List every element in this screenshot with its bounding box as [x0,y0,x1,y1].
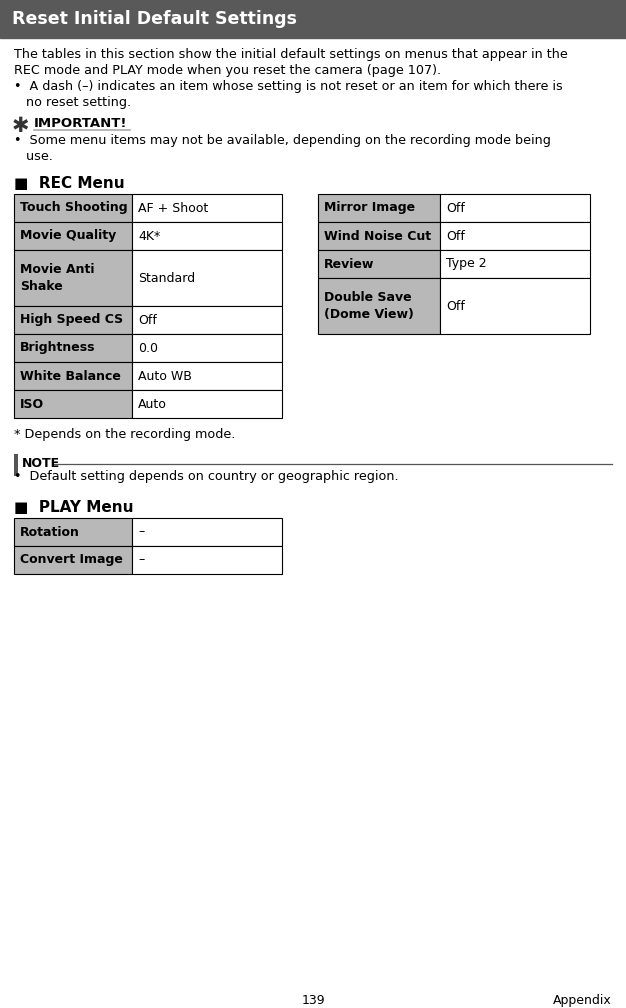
Text: AF + Shoot: AF + Shoot [138,202,208,215]
Bar [14,250,132,306]
Bar [132,362,282,390]
Bar [132,546,282,574]
Text: Off: Off [446,230,465,243]
Bar [14,222,132,250]
Bar [318,250,440,278]
Bar [132,194,282,222]
Bar [132,222,282,250]
Text: 0.0: 0.0 [138,342,158,355]
Bar [440,194,590,222]
Bar [440,250,590,278]
Text: High Speed CS: High Speed CS [20,313,123,327]
Bar [318,222,440,250]
Text: 4K*: 4K* [138,230,160,243]
Bar [440,222,590,250]
Bar [14,334,132,362]
Text: Auto: Auto [138,397,167,410]
Bar [132,250,282,306]
Text: Movie Quality: Movie Quality [20,230,116,243]
Bar [318,278,440,334]
Text: Brightness: Brightness [20,342,96,355]
Text: no reset setting.: no reset setting. [14,96,131,109]
Text: Touch Shooting: Touch Shooting [20,202,128,215]
Text: The tables in this section show the initial default settings on menus that appea: The tables in this section show the init… [14,48,568,61]
Text: * Depends on the recording mode.: * Depends on the recording mode. [14,428,235,442]
Bar [14,518,132,546]
Bar [14,362,132,390]
Text: ✱: ✱ [12,116,29,136]
Text: IMPORTANT!: IMPORTANT! [34,117,128,130]
Text: •  A dash (–) indicates an item whose setting is not reset or an item for which : • A dash (–) indicates an item whose set… [14,80,563,93]
Text: Rotation: Rotation [20,525,80,538]
Text: ■  PLAY Menu: ■ PLAY Menu [14,500,133,515]
Bar [14,194,132,222]
Bar [0,0,626,38]
Text: Off: Off [446,299,465,312]
Bar [14,306,132,334]
Text: –: – [138,525,144,538]
Text: REC mode and PLAY mode when you reset the camera (page 107).: REC mode and PLAY mode when you reset th… [14,64,441,77]
Text: NOTE: NOTE [22,457,60,470]
Text: •  Default setting depends on country or geographic region.: • Default setting depends on country or … [14,470,399,483]
Bar [14,390,132,418]
Text: Type 2: Type 2 [446,257,486,270]
Bar [132,306,282,334]
Bar [132,518,282,546]
Text: ISO: ISO [20,397,44,410]
Bar [440,278,590,334]
Text: –: – [138,553,144,566]
Text: use.: use. [14,150,53,163]
Text: ■  REC Menu: ■ REC Menu [14,176,125,191]
Text: Off: Off [138,313,157,327]
Bar [14,454,18,476]
Text: Movie Anti
Shake: Movie Anti Shake [20,263,95,293]
Text: Wind Noise Cut: Wind Noise Cut [324,230,431,243]
Text: Review: Review [324,257,374,270]
Text: Off: Off [446,202,465,215]
Text: 139: 139 [301,994,325,1007]
Text: Appendix: Appendix [553,994,612,1007]
Text: Reset Initial Default Settings: Reset Initial Default Settings [12,10,297,28]
Text: •  Some menu items may not be available, depending on the recording mode being: • Some menu items may not be available, … [14,134,551,147]
Bar [14,546,132,574]
Text: Convert Image: Convert Image [20,553,123,566]
Bar [132,390,282,418]
Text: Double Save
(Dome View): Double Save (Dome View) [324,291,414,321]
Bar [318,194,440,222]
Text: Standard: Standard [138,271,195,284]
Text: Auto WB: Auto WB [138,370,192,382]
Text: White Balance: White Balance [20,370,121,382]
Text: Mirror Image: Mirror Image [324,202,415,215]
Bar [132,334,282,362]
